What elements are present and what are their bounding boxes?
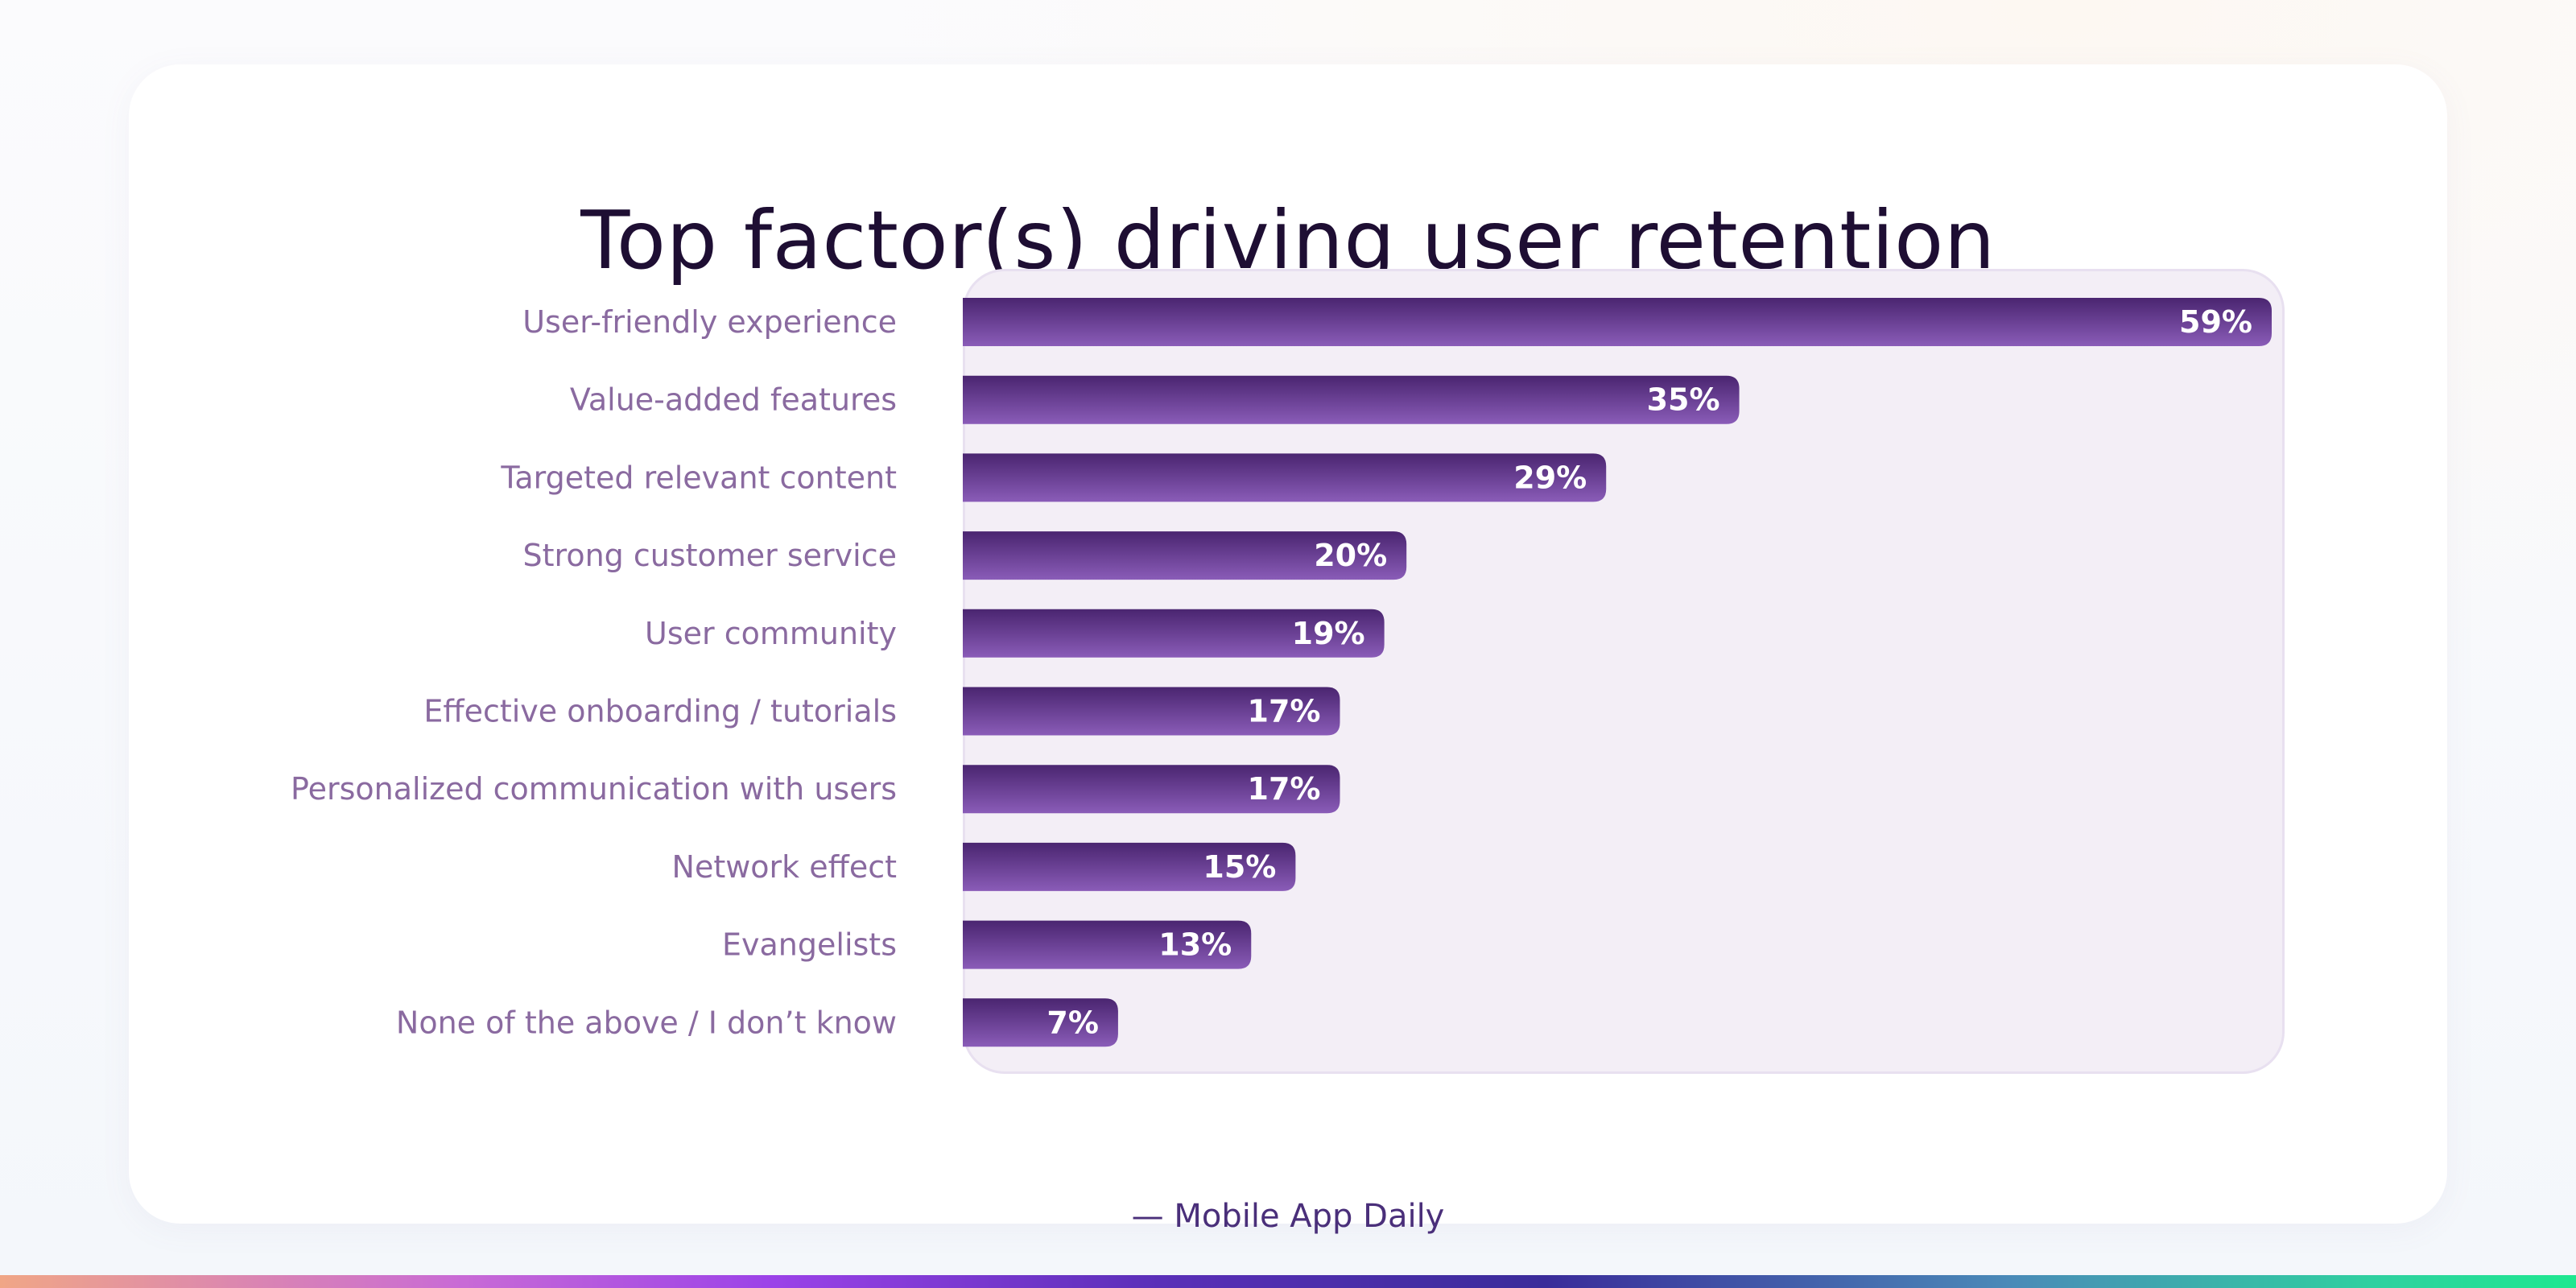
plot-area: [963, 269, 2285, 1074]
bottom-gradient-strip: [0, 1275, 2576, 1288]
chart-source: — Mobile App Daily: [1131, 1198, 1445, 1235]
